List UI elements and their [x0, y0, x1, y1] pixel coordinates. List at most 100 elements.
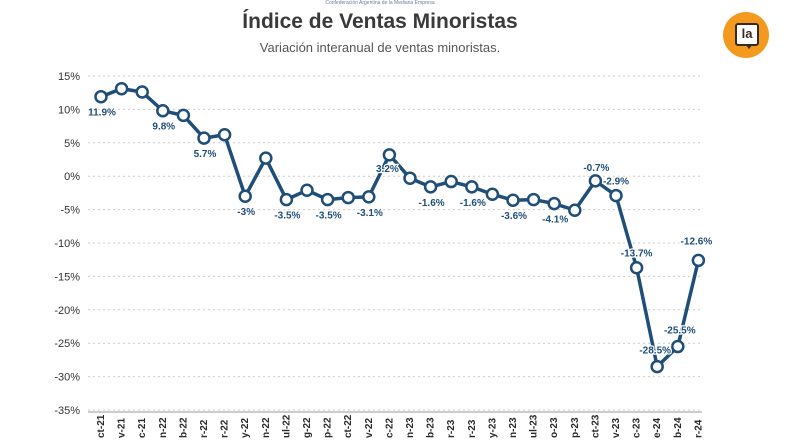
data-label: -3.1%	[357, 208, 383, 219]
chart-title: Índice de Ventas Minoristas	[242, 10, 518, 33]
x-tick-label: r-23	[467, 419, 478, 438]
data-point	[588, 174, 603, 188]
x-tick-label: ct-22	[343, 414, 354, 438]
series-line-layer	[99, 86, 701, 369]
data-point	[671, 339, 685, 354]
x-tick-label: c-21	[137, 418, 148, 438]
y-tick-label: -15%	[54, 271, 80, 283]
y-tick-label: -30%	[54, 372, 80, 384]
data-point	[94, 89, 108, 104]
data-label: -1.6%	[419, 198, 445, 209]
data-label: -0.7%	[583, 163, 609, 174]
data-point	[609, 188, 623, 203]
source-caption: Confederación Argentina de la Mediana Em…	[325, 0, 435, 6]
data-label: -3.5%	[316, 211, 342, 222]
grid	[88, 75, 702, 411]
y-tick-label: -10%	[54, 238, 80, 250]
brand-logo: la	[723, 12, 769, 58]
data-point	[114, 81, 129, 96]
data-point	[320, 192, 335, 207]
data-point	[362, 190, 376, 204]
data-point	[238, 189, 252, 203]
x-tick-label: o-23	[549, 417, 560, 438]
x-tick-label: e-24	[652, 418, 663, 438]
data-point	[259, 151, 273, 165]
data-point	[568, 203, 582, 218]
x-tick-label: n-22	[158, 417, 169, 438]
x-tick-label: y-23	[487, 418, 498, 438]
y-tick-label: 0%	[64, 171, 80, 183]
data-point	[485, 187, 500, 201]
axes: 15% 10% 5% 0% -5% -10% -15% -20% -25% -30% -35% ct-…	[54, 71, 704, 438]
data-point	[691, 253, 706, 268]
data-labels: 11.9% 9.8% 5.7% -3% -3.5% -3.5% -3.1% 3.2% -1.6%…	[87, 106, 714, 357]
data-point	[197, 131, 211, 145]
data-label: -3.6%	[501, 211, 527, 222]
data-point	[650, 359, 664, 374]
x-tick-label: p-22	[323, 417, 334, 438]
y-tick-label: -25%	[54, 338, 80, 350]
x-tick-label: r-24	[693, 419, 704, 438]
x-tick-label: y-22	[240, 418, 251, 438]
speech-bubble-tail-icon	[745, 44, 753, 49]
y-tick-label: -5%	[60, 205, 80, 217]
data-label: 3.2%	[376, 164, 399, 175]
data-point	[629, 260, 644, 275]
x-tick-label: c-23	[632, 418, 643, 438]
x-tick-label: ul-23	[529, 414, 540, 438]
data-label: -13.7%	[621, 249, 653, 260]
data-label: 11.9%	[88, 108, 116, 119]
data-label: -1.6%	[460, 198, 486, 209]
data-point	[526, 192, 541, 207]
data-point	[135, 85, 149, 99]
x-tick-label: r-22	[220, 419, 231, 438]
series-points	[94, 81, 706, 374]
series-line	[99, 86, 701, 369]
data-label: -25.5%	[664, 326, 696, 337]
data-label: -12.6%	[681, 236, 713, 247]
logo-text: la	[741, 26, 753, 41]
data-point	[423, 180, 438, 194]
x-tick-label: c-22	[384, 418, 395, 438]
data-label: -28.5%	[639, 346, 671, 357]
y-tick-label: 5%	[64, 138, 80, 150]
chart-subtitle: Variación interanual de ventas minorista…	[259, 40, 501, 55]
data-label: 5.7%	[194, 149, 217, 160]
data-point	[403, 171, 417, 185]
data-label: -3.5%	[274, 211, 300, 222]
x-tick-label: b-23	[426, 417, 437, 438]
x-tick-label: n-23	[405, 417, 416, 438]
x-tick-label: n-22	[261, 417, 272, 438]
data-point	[382, 148, 397, 162]
x-tick-label: r-22	[199, 419, 210, 438]
data-point	[547, 196, 561, 211]
data-label: -3%	[237, 207, 255, 218]
y-tick-label: -35%	[54, 405, 80, 417]
data-point	[341, 190, 355, 205]
x-tick-label: b-24	[673, 417, 684, 438]
data-point	[506, 193, 520, 207]
x-tick-label: r-23	[446, 419, 457, 438]
data-point	[465, 180, 479, 194]
y-tick-label: 15%	[58, 71, 80, 83]
data-point	[300, 183, 314, 197]
data-point	[444, 174, 458, 189]
y-tick-label: 10%	[58, 104, 80, 116]
data-point	[156, 103, 170, 118]
data-point	[176, 108, 191, 123]
y-tick-label: -20%	[54, 305, 80, 317]
data-point	[279, 192, 294, 207]
x-tick-label: ct-23	[590, 414, 601, 438]
x-tick-label: v-23	[611, 418, 622, 438]
x-tick-label: b-22	[178, 417, 189, 438]
x-tick-label: v-21	[117, 418, 128, 438]
data-point	[217, 128, 232, 142]
x-tick-label: p-23	[570, 417, 581, 438]
data-label: -4.1%	[542, 215, 568, 226]
x-tick-label: ul-22	[281, 414, 292, 438]
x-tick-label: v-22	[364, 418, 375, 438]
x-tick-label: n-23	[508, 417, 519, 438]
x-tick-label: g-22	[302, 417, 313, 438]
x-tick-label: ct-21	[96, 414, 107, 438]
